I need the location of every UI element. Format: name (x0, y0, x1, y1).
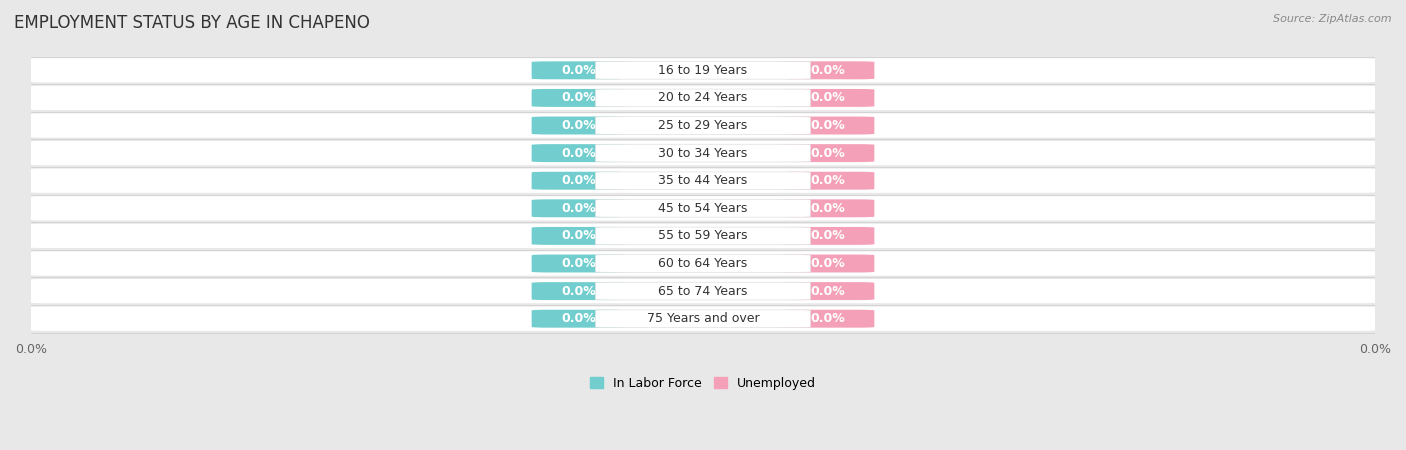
FancyBboxPatch shape (531, 282, 626, 300)
Text: 65 to 74 Years: 65 to 74 Years (658, 284, 748, 297)
FancyBboxPatch shape (780, 282, 875, 300)
Text: 25 to 29 Years: 25 to 29 Years (658, 119, 748, 132)
Text: 0.0%: 0.0% (561, 230, 596, 243)
FancyBboxPatch shape (780, 310, 875, 328)
Text: 30 to 34 Years: 30 to 34 Years (658, 147, 748, 160)
FancyBboxPatch shape (596, 62, 810, 79)
Text: 0.0%: 0.0% (810, 257, 845, 270)
Text: 0.0%: 0.0% (810, 119, 845, 132)
Text: 0.0%: 0.0% (561, 147, 596, 160)
Text: 0.0%: 0.0% (561, 202, 596, 215)
Legend: In Labor Force, Unemployed: In Labor Force, Unemployed (585, 372, 821, 395)
FancyBboxPatch shape (31, 58, 1375, 82)
Text: 45 to 54 Years: 45 to 54 Years (658, 202, 748, 215)
FancyBboxPatch shape (31, 252, 1375, 276)
FancyBboxPatch shape (531, 199, 626, 217)
Text: 0.0%: 0.0% (810, 174, 845, 187)
FancyBboxPatch shape (596, 282, 810, 300)
FancyBboxPatch shape (531, 172, 626, 190)
FancyBboxPatch shape (596, 199, 810, 217)
FancyBboxPatch shape (780, 61, 875, 79)
FancyBboxPatch shape (596, 227, 810, 245)
FancyBboxPatch shape (531, 89, 626, 107)
Text: 0.0%: 0.0% (561, 284, 596, 297)
FancyBboxPatch shape (596, 144, 810, 162)
FancyBboxPatch shape (31, 169, 1375, 193)
FancyBboxPatch shape (780, 227, 875, 245)
Text: 0.0%: 0.0% (810, 312, 845, 325)
FancyBboxPatch shape (780, 144, 875, 162)
Text: 0.0%: 0.0% (561, 257, 596, 270)
FancyBboxPatch shape (531, 255, 626, 272)
FancyBboxPatch shape (31, 224, 1375, 248)
Text: 0.0%: 0.0% (810, 147, 845, 160)
Text: 0.0%: 0.0% (561, 174, 596, 187)
FancyBboxPatch shape (531, 310, 626, 328)
Text: EMPLOYMENT STATUS BY AGE IN CHAPENO: EMPLOYMENT STATUS BY AGE IN CHAPENO (14, 14, 370, 32)
Text: 0.0%: 0.0% (561, 64, 596, 77)
FancyBboxPatch shape (780, 117, 875, 135)
Text: Source: ZipAtlas.com: Source: ZipAtlas.com (1274, 14, 1392, 23)
FancyBboxPatch shape (31, 306, 1375, 331)
Text: 20 to 24 Years: 20 to 24 Years (658, 91, 748, 104)
FancyBboxPatch shape (31, 113, 1375, 138)
Text: 75 Years and over: 75 Years and over (647, 312, 759, 325)
FancyBboxPatch shape (31, 279, 1375, 303)
FancyBboxPatch shape (596, 255, 810, 272)
Text: 0.0%: 0.0% (561, 119, 596, 132)
FancyBboxPatch shape (31, 141, 1375, 165)
FancyBboxPatch shape (531, 117, 626, 135)
Text: 0.0%: 0.0% (810, 202, 845, 215)
Text: 55 to 59 Years: 55 to 59 Years (658, 230, 748, 243)
Text: 0.0%: 0.0% (810, 91, 845, 104)
FancyBboxPatch shape (780, 172, 875, 190)
FancyBboxPatch shape (531, 227, 626, 245)
Text: 35 to 44 Years: 35 to 44 Years (658, 174, 748, 187)
FancyBboxPatch shape (596, 310, 810, 328)
FancyBboxPatch shape (780, 255, 875, 272)
FancyBboxPatch shape (31, 86, 1375, 110)
Text: 60 to 64 Years: 60 to 64 Years (658, 257, 748, 270)
FancyBboxPatch shape (531, 61, 626, 79)
FancyBboxPatch shape (531, 144, 626, 162)
FancyBboxPatch shape (780, 199, 875, 217)
Text: 0.0%: 0.0% (810, 284, 845, 297)
Text: 0.0%: 0.0% (810, 64, 845, 77)
Text: 0.0%: 0.0% (810, 230, 845, 243)
FancyBboxPatch shape (780, 89, 875, 107)
FancyBboxPatch shape (596, 117, 810, 135)
FancyBboxPatch shape (596, 89, 810, 107)
FancyBboxPatch shape (31, 196, 1375, 220)
Text: 0.0%: 0.0% (561, 312, 596, 325)
Text: 16 to 19 Years: 16 to 19 Years (658, 64, 748, 77)
FancyBboxPatch shape (596, 172, 810, 189)
Text: 0.0%: 0.0% (561, 91, 596, 104)
